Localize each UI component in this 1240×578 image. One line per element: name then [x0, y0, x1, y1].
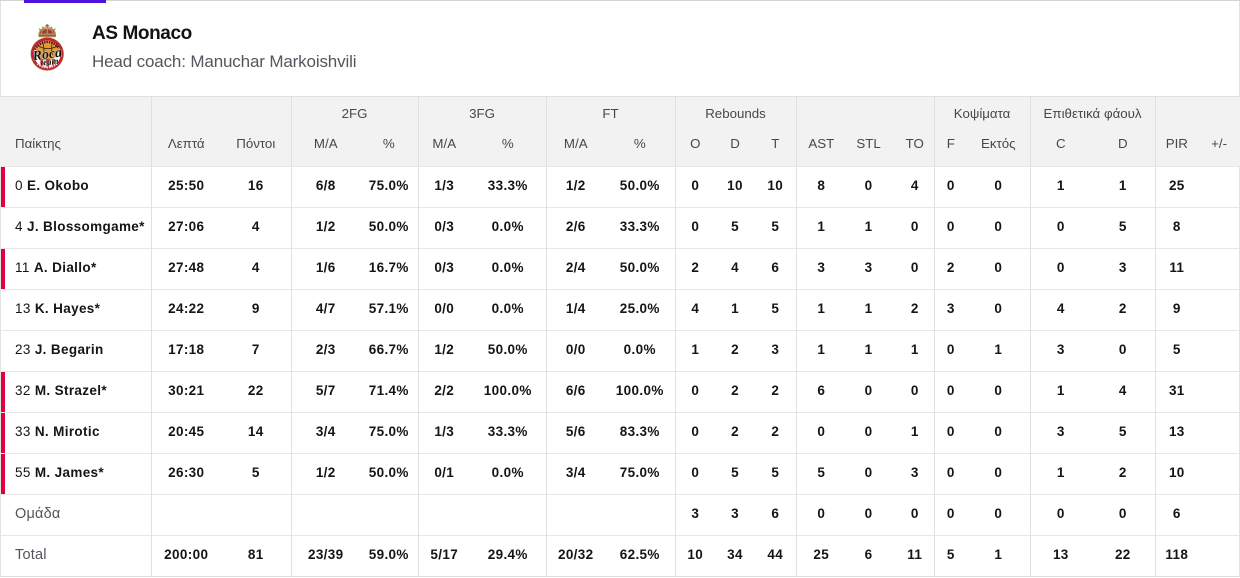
svg-text:Roca: Roca [31, 45, 63, 64]
svg-text:team: team [40, 56, 59, 68]
